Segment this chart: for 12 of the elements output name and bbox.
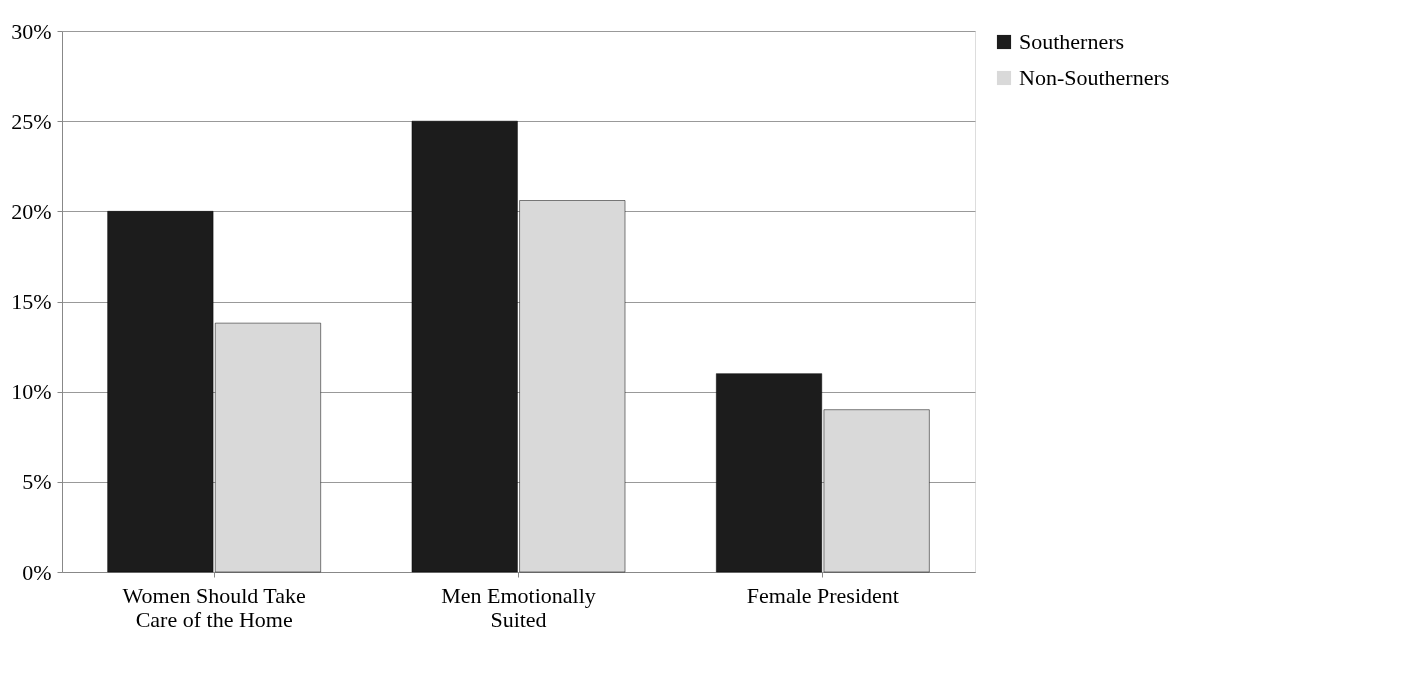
y-tick-label: 30% [11,18,52,44]
x-tick-label: Men Emotionally Suited [441,582,596,632]
y-tick-label: 5% [22,469,52,495]
y-tick-label: 10% [11,379,52,405]
y-tick-label: 15% [11,289,52,314]
legend-label: Southerners [1019,29,1125,54]
y-tick-label: 25% [11,108,52,134]
x-tick-label: Female President [746,582,899,608]
y-tick-label: 20% [11,198,52,224]
legend-label: Non-Southerners [1019,65,1170,90]
x-tick-label: Women Should Take Care of the Home [122,582,306,632]
y-tick-label: 0% [22,559,52,585]
